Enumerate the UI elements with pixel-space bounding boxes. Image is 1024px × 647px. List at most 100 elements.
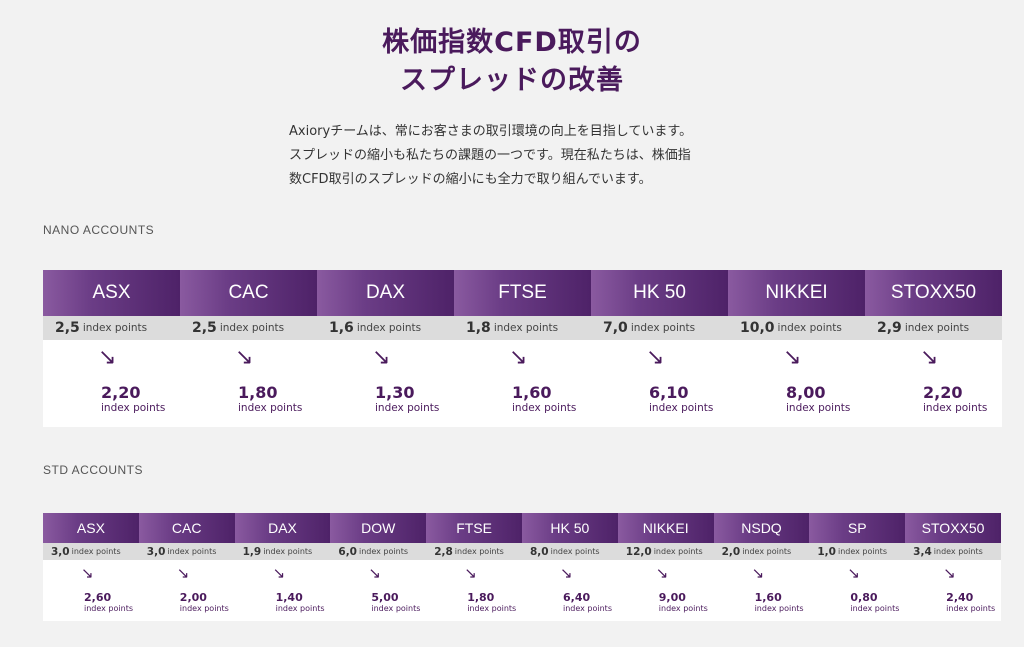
index-name: DAX xyxy=(234,513,331,543)
new-spread-value: 2,20 xyxy=(923,383,963,402)
old-spread-value: 2,8 xyxy=(434,545,453,558)
old-spread-unit: index points xyxy=(493,322,559,334)
new-spread: ↘ 5,00 index points xyxy=(330,560,426,621)
new-spread-value: 1,40 xyxy=(275,591,303,604)
new-spread-value: 0,80 xyxy=(850,591,878,604)
old-spread-unit: index points xyxy=(742,547,792,556)
std-column: NIKKEI 12,0 index points ↘ 9,00 index points xyxy=(617,513,714,621)
new-spread: ↘ 2,20 index points xyxy=(43,340,180,427)
arrow-down-right-icon: ↘ xyxy=(655,564,669,582)
std-accounts-label: STD ACCOUNTS xyxy=(43,463,144,477)
new-spread-unit: index points xyxy=(238,402,303,414)
new-spread-unit: index points xyxy=(754,604,804,613)
old-spread-value: 3,4 xyxy=(913,545,932,558)
std-column: CAC 3,0 index points ↘ 2,00 index points xyxy=(138,513,235,621)
std-column: DOW 6,0 index points ↘ 5,00 index points xyxy=(330,513,427,621)
old-spread-unit: index points xyxy=(630,322,696,334)
old-spread-unit: index points xyxy=(82,322,148,334)
nano-column: HK 50 7,0 index points ↘ 6,10 index points xyxy=(591,270,728,427)
old-spread: 2,9 index points xyxy=(865,316,1002,340)
index-name: SP xyxy=(809,513,906,543)
nano-column: DAX 1,6 index points ↘ 1,30 index points xyxy=(317,270,454,427)
new-spread-value: 1,60 xyxy=(754,591,782,604)
arrow-down-right-icon: ↘ xyxy=(509,345,528,370)
new-spread: ↘ 1,80 index points xyxy=(426,560,522,621)
old-spread-unit: index points xyxy=(359,547,408,556)
new-spread: ↘ 2,00 index points xyxy=(139,560,235,621)
old-spread-value: 6,0 xyxy=(338,545,357,558)
new-spread-unit: index points xyxy=(375,402,440,414)
arrow-down-right-icon: ↘ xyxy=(943,564,956,582)
index-name: DOW xyxy=(330,513,427,543)
new-spread: ↘ 9,00 index points xyxy=(618,560,714,621)
arrow-down-right-icon: ↘ xyxy=(372,345,391,370)
new-spread-unit: index points xyxy=(658,604,708,613)
old-spread: 2,5 index points xyxy=(43,316,180,340)
old-spread-value: 3,0 xyxy=(146,545,166,558)
new-spread: ↘ 2,20 index points xyxy=(865,340,1002,427)
new-spread-unit: index points xyxy=(84,604,133,613)
old-spread-value: 1,6 xyxy=(329,320,354,336)
new-spread: ↘ 1,60 index points xyxy=(454,340,591,427)
std-column: STOXX50 3,4 index points ↘ 2,40 index points xyxy=(905,513,1001,621)
new-spread-unit: index points xyxy=(467,604,517,613)
new-spread: ↘ 1,60 index points xyxy=(714,560,810,621)
old-spread: 2,5 index points xyxy=(180,316,317,340)
old-spread-value: 2,5 xyxy=(55,320,80,336)
index-name: DAX xyxy=(317,270,454,316)
new-spread-value: 1,30 xyxy=(375,383,415,402)
page-title: 株価指数CFD取引の スプレッドの改善 xyxy=(0,24,1024,100)
old-spread: 3,0 index points xyxy=(43,543,139,560)
arrow-down-right-icon: ↘ xyxy=(176,564,190,582)
new-spread: ↘ 2,40 index points xyxy=(905,560,1001,621)
new-spread-value: 2,60 xyxy=(84,591,112,604)
new-spread-value: 2,40 xyxy=(946,591,974,604)
old-spread-unit: index points xyxy=(933,547,983,556)
std-column: NSDQ 2,0 index points ↘ 1,60 index points xyxy=(713,513,810,621)
old-spread: 3,0 index points xyxy=(138,543,235,560)
new-spread-value: 9,00 xyxy=(658,591,686,604)
page-title-line-2: スプレッドの改善 xyxy=(400,65,624,96)
old-spread-unit: index points xyxy=(904,322,970,334)
std-spread-table: ASX 3,0 index points ↘ 2,60 index points CAC 3,… xyxy=(43,513,1001,621)
new-spread: ↘ 2,60 index points xyxy=(43,560,139,621)
new-spread-unit: index points xyxy=(275,604,325,613)
new-spread: ↘ 1,40 index points xyxy=(235,560,331,621)
index-name: NIKKEI xyxy=(617,513,714,543)
old-spread: 1,8 index points xyxy=(454,316,591,340)
old-spread: 7,0 index points xyxy=(591,316,728,340)
new-spread-value: 5,00 xyxy=(371,591,399,604)
std-column: HK 50 8,0 index points ↘ 6,40 index points xyxy=(521,513,618,621)
index-name: ASX xyxy=(43,270,180,316)
arrow-down-right-icon: ↘ xyxy=(847,564,860,582)
index-name: NSDQ xyxy=(713,513,810,543)
old-spread-value: 12,0 xyxy=(625,545,652,558)
nano-column: CAC 2,5 index points ↘ 1,80 index points xyxy=(180,270,317,427)
arrow-down-right-icon: ↘ xyxy=(98,345,117,370)
old-spread-value: 8,0 xyxy=(529,545,549,558)
arrow-down-right-icon: ↘ xyxy=(235,345,254,370)
index-name: CAC xyxy=(180,270,317,316)
std-column: FTSE 2,8 index points ↘ 1,80 index points xyxy=(426,513,522,621)
arrow-down-right-icon: ↘ xyxy=(464,564,477,582)
nano-column: ASX 2,5 index points ↘ 2,20 index points xyxy=(43,270,180,427)
nano-column: STOXX50 2,9 index points ↘ 2,20 index points xyxy=(865,270,1002,427)
old-spread: 2,8 index points xyxy=(426,543,522,560)
new-spread: ↘ 1,30 index points xyxy=(317,340,454,427)
index-name: HK 50 xyxy=(591,270,728,316)
new-spread-unit: index points xyxy=(179,604,229,613)
new-spread-unit: index points xyxy=(371,604,421,613)
old-spread-value: 7,0 xyxy=(603,320,628,336)
arrow-down-right-icon: ↘ xyxy=(272,564,286,582)
intro-line-3: 数CFD取引のスプレッドの縮小にも全力で取り組んでいます。 xyxy=(289,172,652,187)
old-spread-value: 1,9 xyxy=(242,545,262,558)
new-spread: ↘ 0,80 index points xyxy=(809,560,905,621)
index-name: FTSE xyxy=(426,513,522,543)
old-spread-unit: index points xyxy=(219,322,285,334)
arrow-down-right-icon: ↘ xyxy=(81,564,94,582)
new-spread-value: 6,10 xyxy=(649,383,689,402)
index-name: STOXX50 xyxy=(905,513,1001,543)
index-name: FTSE xyxy=(454,270,591,316)
arrow-down-right-icon: ↘ xyxy=(920,345,939,370)
old-spread: 12,0 index points xyxy=(617,543,714,560)
